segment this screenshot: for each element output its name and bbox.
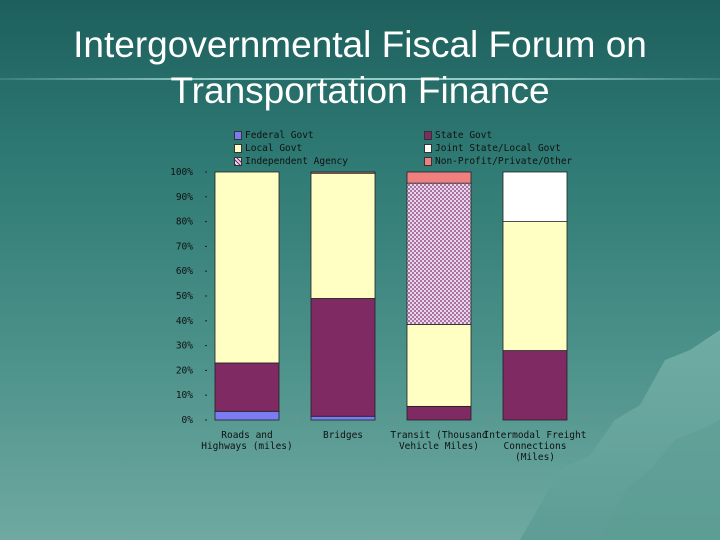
title-line-2: Transportation Finance [170, 70, 550, 111]
bar-segment-local [406, 324, 472, 407]
bar-segment-federal [310, 415, 376, 421]
legend-swatch-local [234, 144, 242, 153]
x-category-label: Connections [504, 441, 567, 452]
y-tick-label: 50% [176, 291, 193, 302]
legend-item-federal: Federal Govt [234, 130, 314, 141]
x-category-label: Roads and [221, 430, 272, 441]
x-category-label: Highways (miles) [201, 441, 293, 452]
legend-swatch-state [424, 131, 432, 140]
bar-segment-nonprofit [310, 171, 376, 174]
y-tick-label: 80% [176, 217, 193, 228]
y-tick-label: 10% [176, 390, 193, 401]
x-category-label: Intermodal Freight [484, 430, 587, 441]
bar-segment-local [502, 221, 568, 351]
legend-label-independent: Independent Agency [245, 156, 348, 167]
legend-item-local: Local Govt [234, 143, 302, 154]
y-tick-label: 90% [176, 192, 193, 203]
y-tick-label: 30% [176, 341, 193, 352]
legend-label-joint: Joint State/Local Govt [435, 143, 561, 154]
bar-segment-federal [214, 410, 280, 421]
bar-segment-state [310, 298, 376, 417]
y-tick-label: 70% [176, 241, 193, 252]
legend-label-federal: Federal Govt [245, 130, 314, 141]
legend-swatch-nonprofit [424, 157, 432, 166]
x-category-label: Transit (Thousand [390, 430, 487, 441]
legend-item-independent: Independent Agency [234, 156, 348, 167]
bar-segment-independent [406, 182, 472, 325]
legend-item-state: State Govt [424, 130, 492, 141]
chart-legend: Federal Govt Local Govt Independent Agen… [230, 130, 630, 174]
legend-item-joint: Joint State/Local Govt [424, 143, 561, 154]
bar-segment-local [310, 172, 376, 299]
legend-swatch-independent [234, 157, 242, 166]
slide-title: Intergovernmental Fiscal Forum on Transp… [0, 22, 720, 114]
legend-item-nonprofit: Non-Profit/Private/Other [424, 156, 572, 167]
bar-segment-state [406, 405, 472, 421]
title-line-1: Intergovernmental Fiscal Forum on [73, 24, 647, 65]
legend-swatch-joint [424, 144, 432, 153]
bar-segment-state [214, 362, 280, 412]
bar-segment-joint [502, 171, 568, 222]
legend-label-nonprofit: Non-Profit/Private/Other [435, 156, 573, 167]
y-tick-label: 20% [176, 365, 193, 376]
y-tick-label: 100% [170, 167, 193, 178]
title-divider [0, 78, 720, 80]
x-category-label: Bridges [323, 430, 363, 441]
legend-label-state: State Govt [435, 130, 493, 141]
legend-label-local: Local Govt [245, 143, 303, 154]
bar-segment-state [502, 350, 568, 421]
y-tick-label: 60% [176, 266, 193, 277]
bar-segment-nonprofit [406, 171, 472, 184]
x-category-label: Vehicle Miles) [399, 441, 479, 452]
x-category-label: (Miles) [515, 452, 555, 463]
y-tick-label: 0% [182, 415, 194, 426]
bar-segment-local [214, 171, 280, 364]
legend-swatch-federal [234, 131, 242, 140]
y-tick-label: 40% [176, 316, 193, 327]
